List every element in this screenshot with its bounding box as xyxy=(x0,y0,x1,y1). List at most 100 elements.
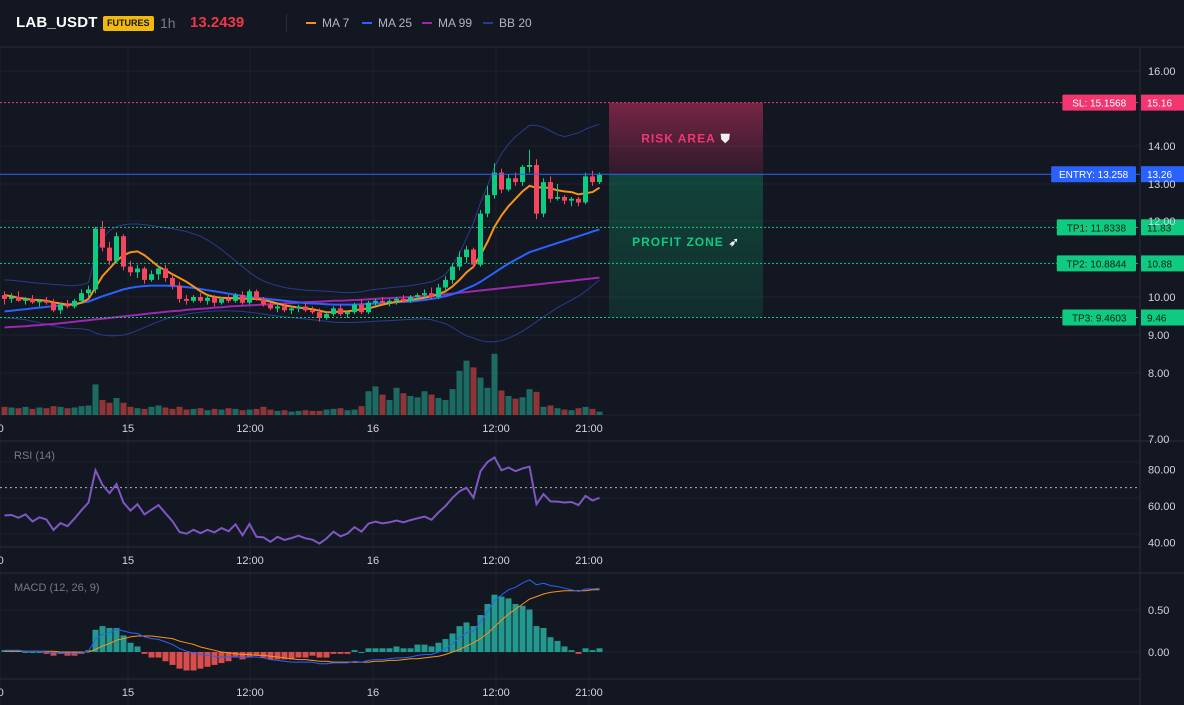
volume-bar xyxy=(162,407,169,415)
pane-borders xyxy=(0,46,1184,705)
macd-histogram-bar xyxy=(463,622,470,652)
candle-body xyxy=(289,308,294,311)
volume-bar xyxy=(344,410,351,415)
entry-tag: ENTRY: 13.258 xyxy=(1051,166,1136,183)
candle-body xyxy=(457,257,462,267)
rsi-tick: 80.00 xyxy=(1148,464,1176,476)
macd-histogram-bar xyxy=(596,648,603,652)
macd-histogram-bar xyxy=(393,646,400,652)
entry-axis-tag-bg xyxy=(1141,166,1184,183)
risk-zone xyxy=(609,102,763,175)
time-tick: 16 xyxy=(367,555,379,567)
volume-bar xyxy=(253,408,260,415)
macd-histogram-bar xyxy=(435,642,442,652)
price-tick: 14.00 xyxy=(1148,141,1176,153)
macd-histogram-bar xyxy=(295,652,302,658)
legend-ma99-swatch xyxy=(422,22,432,24)
time-tick: 12:00 xyxy=(482,555,510,567)
macd-histogram-bar xyxy=(589,650,596,652)
volume-bars xyxy=(1,353,603,415)
candle-body xyxy=(583,176,588,203)
macd-histogram-bar xyxy=(414,644,421,652)
volume-bar xyxy=(232,408,239,415)
macd-histogram-bar xyxy=(127,642,134,652)
candle-body xyxy=(534,165,539,214)
volume-bar xyxy=(379,394,386,415)
volume-bar xyxy=(477,377,484,415)
candle-body xyxy=(177,285,182,299)
macd-histogram-bar xyxy=(491,594,498,652)
ma25-line xyxy=(4,228,600,313)
candle-body xyxy=(590,176,595,183)
volume-bar xyxy=(505,395,512,415)
candle-body xyxy=(569,198,574,201)
volume-bar xyxy=(71,407,78,415)
candle-body xyxy=(359,304,364,313)
candle-body xyxy=(114,236,119,261)
volume-bar xyxy=(414,397,421,415)
time-tick: 12:00 xyxy=(0,423,4,435)
symbol-name[interactable]: LAB_USDT xyxy=(16,14,98,31)
volume-bar xyxy=(351,409,358,415)
time-tick: 21:00 xyxy=(575,423,603,435)
volume-bar xyxy=(239,410,246,415)
macd-histogram-bar xyxy=(204,652,211,667)
candle-body xyxy=(471,249,476,265)
macd-histogram-bar xyxy=(449,633,456,652)
trade-levels: SL: 15.1568 15.16 ENTRY: 13.258 13.26 TP1: 1… xyxy=(0,94,1184,326)
time-tick: 12:00 xyxy=(236,555,264,567)
volume-bar xyxy=(302,410,309,415)
candle-body xyxy=(513,178,518,183)
legend-ma99-label: MA 99 xyxy=(438,16,473,30)
volume-bar xyxy=(204,410,211,415)
macd-histogram-bar xyxy=(344,652,351,654)
candle-body xyxy=(30,298,35,303)
candle-body xyxy=(303,306,308,311)
candle-body xyxy=(184,298,189,301)
candle-body xyxy=(191,297,196,301)
candle-body xyxy=(72,300,77,307)
volume-bar xyxy=(554,408,561,415)
macd-histogram-bar xyxy=(351,650,358,652)
tp1-axis-tag: 11.83 xyxy=(1141,219,1184,236)
legend-ma99[interactable]: MA 99 xyxy=(422,16,472,30)
legend-ma25[interactable]: MA 25 xyxy=(362,16,412,30)
volume-bar xyxy=(43,408,50,415)
candle-body xyxy=(93,228,98,290)
price-tick: 13.00 xyxy=(1148,179,1176,191)
volume-bar xyxy=(449,389,456,415)
time-tick: 15 xyxy=(122,555,134,567)
macd-histogram-bar xyxy=(190,652,197,671)
macd-signal-line xyxy=(4,589,600,663)
volume-bar xyxy=(568,410,575,415)
candle-body xyxy=(9,297,14,299)
candle-body xyxy=(408,297,413,301)
interval-label[interactable]: 1h xyxy=(160,15,176,31)
candle-body xyxy=(247,291,252,303)
volume-bar xyxy=(491,353,498,415)
volume-bar xyxy=(120,402,127,415)
volume-bar xyxy=(386,400,393,415)
candle-body xyxy=(380,300,385,303)
macd-line xyxy=(4,579,600,665)
macd-histogram-bar xyxy=(540,627,547,652)
candle-body xyxy=(450,266,455,280)
candle-body xyxy=(394,298,399,301)
time-tick: 21:00 xyxy=(575,687,603,699)
header-divider xyxy=(286,14,287,32)
tp1-axis-tag-value: 11.83 xyxy=(1147,223,1172,234)
legend-ma7[interactable]: MA 7 xyxy=(306,16,349,30)
candle-body xyxy=(86,289,91,294)
time-tick: 12:00 xyxy=(0,555,4,567)
volume-bar xyxy=(169,408,176,415)
trade-zones: RISK AREA ⛊ PROFIT ZONE ➶ xyxy=(609,102,763,318)
rocket-icon: ➶ xyxy=(729,235,740,249)
macd-histogram-bar xyxy=(22,652,29,653)
candle-body xyxy=(261,298,266,305)
chart-header: LAB_USDT FUTURES 1h 13.2439 MA 7 MA 25 M… xyxy=(0,0,1184,46)
rsi-tick: 40.00 xyxy=(1148,538,1176,550)
legend-bb20[interactable]: BB 20 xyxy=(483,16,532,30)
volume-bar xyxy=(358,406,365,415)
macd-tick: 0.00 xyxy=(1148,647,1169,659)
